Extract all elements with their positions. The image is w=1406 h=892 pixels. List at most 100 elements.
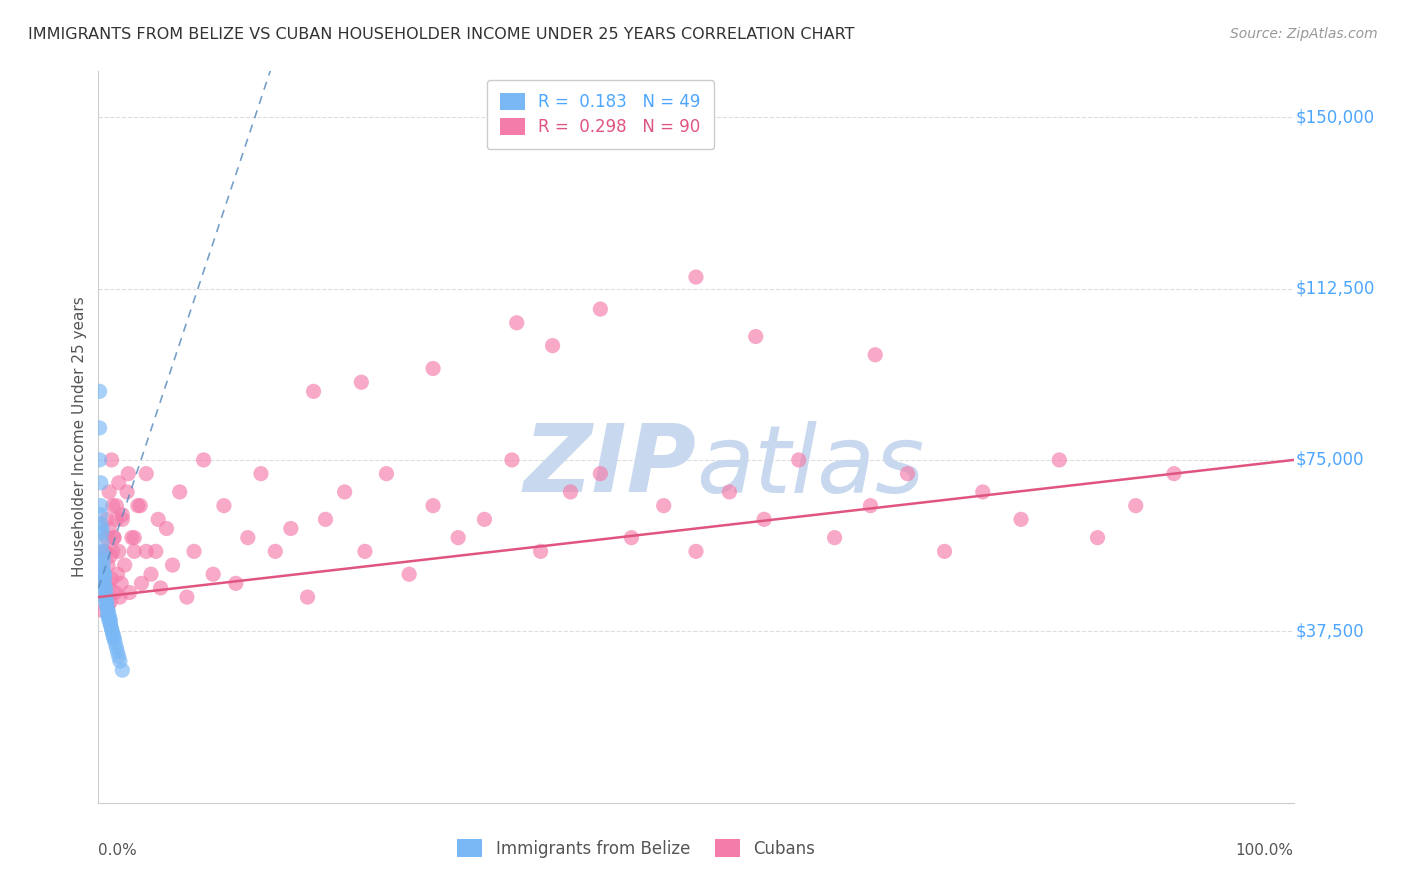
Point bbox=[104, 585, 127, 599]
Point bbox=[107, 544, 129, 558]
Point bbox=[745, 329, 768, 343]
Text: $37,500: $37,500 bbox=[1296, 623, 1365, 640]
Point bbox=[541, 338, 564, 352]
Point bbox=[225, 576, 247, 591]
Point bbox=[315, 512, 337, 526]
Point bbox=[101, 626, 124, 640]
Point bbox=[972, 484, 994, 499]
Point bbox=[934, 544, 956, 558]
Point bbox=[139, 567, 162, 582]
Point bbox=[398, 567, 420, 582]
Point bbox=[91, 521, 114, 535]
Point bbox=[93, 581, 115, 595]
Point bbox=[90, 516, 112, 531]
Point bbox=[100, 622, 122, 636]
Point bbox=[176, 590, 198, 604]
Point bbox=[93, 567, 115, 582]
Point bbox=[685, 270, 707, 285]
Point bbox=[127, 499, 149, 513]
Point bbox=[93, 572, 115, 586]
Point bbox=[193, 453, 215, 467]
Point bbox=[131, 576, 153, 591]
Point bbox=[93, 576, 115, 591]
Point bbox=[280, 521, 302, 535]
Point bbox=[115, 484, 138, 499]
Point bbox=[90, 499, 112, 513]
Point bbox=[97, 608, 120, 623]
Point bbox=[824, 531, 846, 545]
Point bbox=[1163, 467, 1185, 481]
Point bbox=[111, 512, 134, 526]
Point bbox=[107, 649, 129, 664]
Point bbox=[96, 512, 118, 526]
Point bbox=[118, 585, 141, 599]
Point bbox=[162, 558, 184, 573]
Text: $150,000: $150,000 bbox=[1296, 108, 1375, 126]
Point bbox=[94, 590, 117, 604]
Point bbox=[103, 531, 125, 545]
Point bbox=[98, 594, 122, 608]
Point bbox=[135, 467, 157, 481]
Point bbox=[98, 484, 121, 499]
Point bbox=[350, 375, 373, 389]
Point bbox=[93, 567, 115, 582]
Point bbox=[89, 453, 111, 467]
Point bbox=[202, 567, 225, 582]
Point bbox=[94, 581, 117, 595]
Point bbox=[354, 544, 377, 558]
Point bbox=[91, 558, 114, 573]
Point bbox=[114, 558, 136, 573]
Point bbox=[107, 645, 129, 659]
Point bbox=[98, 613, 121, 627]
Point bbox=[236, 531, 259, 545]
Point bbox=[1125, 499, 1147, 513]
Point bbox=[98, 581, 121, 595]
Legend: Immigrants from Belize, Cubans: Immigrants from Belize, Cubans bbox=[447, 830, 825, 868]
Point bbox=[91, 549, 114, 563]
Point bbox=[94, 594, 117, 608]
Text: Source: ZipAtlas.com: Source: ZipAtlas.com bbox=[1230, 27, 1378, 41]
Point bbox=[375, 467, 398, 481]
Point bbox=[104, 636, 127, 650]
Point bbox=[97, 604, 120, 618]
Point bbox=[98, 617, 122, 632]
Point bbox=[100, 622, 122, 636]
Point bbox=[97, 608, 120, 623]
Point bbox=[90, 508, 112, 522]
Text: IMMIGRANTS FROM BELIZE VS CUBAN HOUSEHOLDER INCOME UNDER 25 YEARS CORRELATION CH: IMMIGRANTS FROM BELIZE VS CUBAN HOUSEHOL… bbox=[28, 27, 855, 42]
Point bbox=[183, 544, 205, 558]
Point bbox=[530, 544, 553, 558]
Point bbox=[91, 544, 114, 558]
Point bbox=[105, 640, 128, 655]
Point bbox=[787, 453, 810, 467]
Point bbox=[94, 585, 117, 599]
Point bbox=[91, 576, 114, 591]
Point bbox=[589, 467, 612, 481]
Point bbox=[91, 604, 114, 618]
Point bbox=[264, 544, 287, 558]
Point bbox=[752, 512, 775, 526]
Point bbox=[685, 544, 707, 558]
Point bbox=[297, 590, 319, 604]
Point bbox=[97, 558, 120, 573]
Point bbox=[111, 663, 134, 677]
Point bbox=[474, 512, 496, 526]
Point bbox=[148, 512, 170, 526]
Text: ZIP: ZIP bbox=[523, 420, 696, 512]
Point bbox=[506, 316, 529, 330]
Point bbox=[93, 567, 115, 582]
Point bbox=[103, 632, 125, 646]
Point bbox=[91, 535, 114, 549]
Point bbox=[652, 499, 675, 513]
Point bbox=[96, 531, 118, 545]
Point bbox=[96, 599, 118, 614]
Point bbox=[100, 453, 122, 467]
Point bbox=[859, 499, 882, 513]
Point bbox=[91, 526, 114, 541]
Text: $112,500: $112,500 bbox=[1296, 279, 1375, 298]
Point bbox=[97, 599, 120, 614]
Point bbox=[145, 544, 167, 558]
Point bbox=[91, 563, 114, 577]
Point bbox=[93, 544, 115, 558]
Point bbox=[620, 531, 643, 545]
